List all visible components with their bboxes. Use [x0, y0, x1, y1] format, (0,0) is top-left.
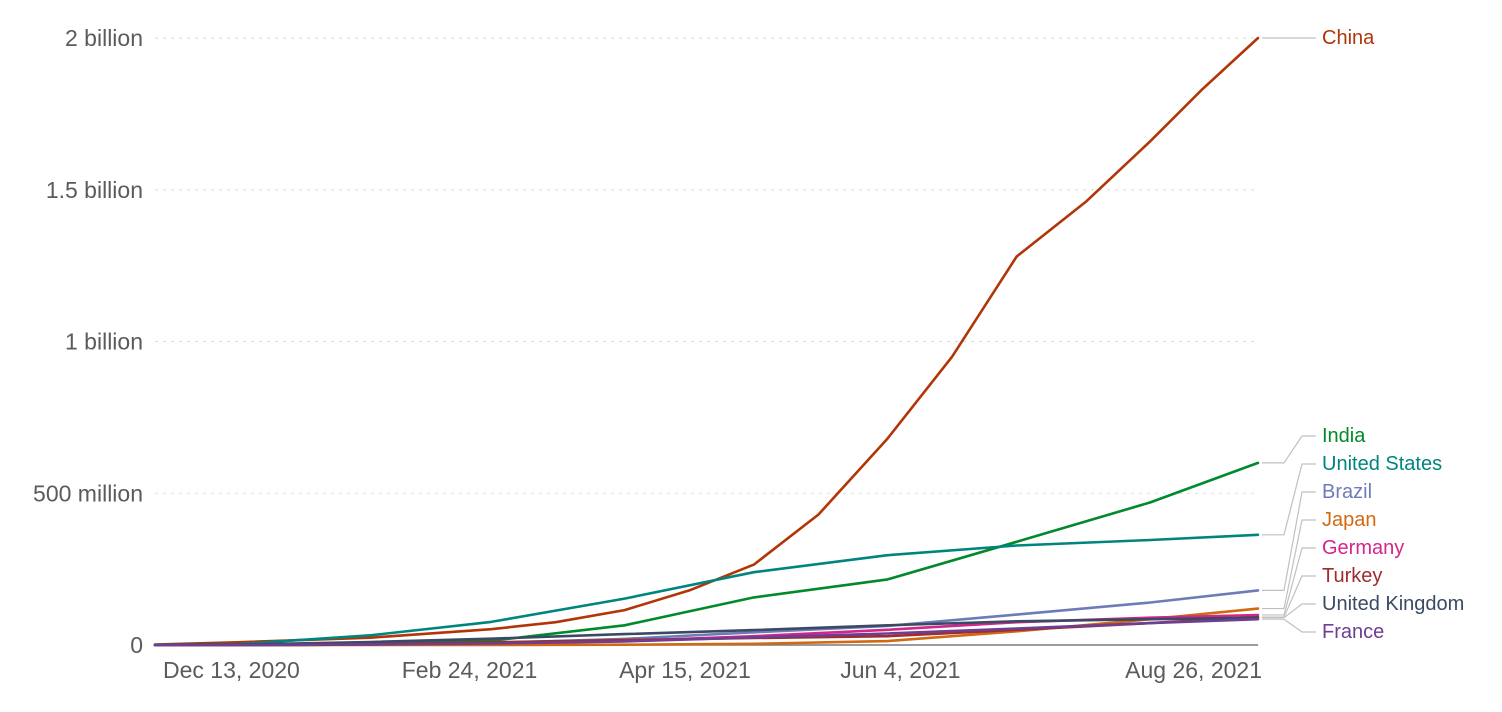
series-label-germany[interactable]: Germany — [1322, 537, 1404, 559]
series-line-india[interactable] — [153, 461, 1260, 647]
series-label-india[interactable]: India — [1322, 425, 1366, 447]
series-line-france[interactable] — [153, 617, 1260, 647]
x-axis-tick-label: Aug 26, 2021 — [1125, 657, 1262, 683]
series-label-china[interactable]: China — [1322, 27, 1375, 49]
x-axis-tick-label: Jun 4, 2021 — [840, 657, 960, 683]
y-axis-tick-label: 2 billion — [65, 25, 143, 51]
y-axis-tick-label: 500 million — [33, 480, 143, 506]
label-connector-india — [1262, 435, 1316, 464]
label-connector-united-states — [1262, 463, 1316, 536]
series-label-france[interactable]: France — [1322, 621, 1384, 643]
series-line-united-states[interactable] — [153, 533, 1260, 647]
series-label-japan[interactable]: Japan — [1322, 509, 1377, 531]
y-axis-tick-label: 1.5 billion — [46, 177, 143, 203]
label-connector-germany — [1262, 547, 1316, 616]
series-label-brazil[interactable]: Brazil — [1322, 481, 1372, 503]
y-axis-tick-label: 1 billion — [65, 329, 143, 355]
x-axis-tick-label: Feb 24, 2021 — [402, 657, 538, 683]
series-label-united-states[interactable]: United States — [1322, 453, 1442, 475]
label-connector-japan — [1262, 519, 1316, 610]
series-line-china[interactable] — [153, 36, 1260, 646]
series-label-united-kingdom[interactable]: United Kingdom — [1322, 593, 1464, 615]
label-connector-turkey — [1262, 575, 1316, 618]
y-axis-tick-label: 0 — [130, 632, 143, 658]
label-connector-united-kingdom — [1262, 603, 1316, 619]
label-connector-france — [1262, 618, 1316, 633]
series-line-united-kingdom[interactable] — [153, 616, 1260, 647]
x-axis-tick-label: Dec 13, 2020 — [163, 657, 300, 683]
series-label-turkey[interactable]: Turkey — [1322, 565, 1382, 587]
x-axis-tick-label: Apr 15, 2021 — [619, 657, 751, 683]
label-connector-brazil — [1262, 491, 1316, 591]
